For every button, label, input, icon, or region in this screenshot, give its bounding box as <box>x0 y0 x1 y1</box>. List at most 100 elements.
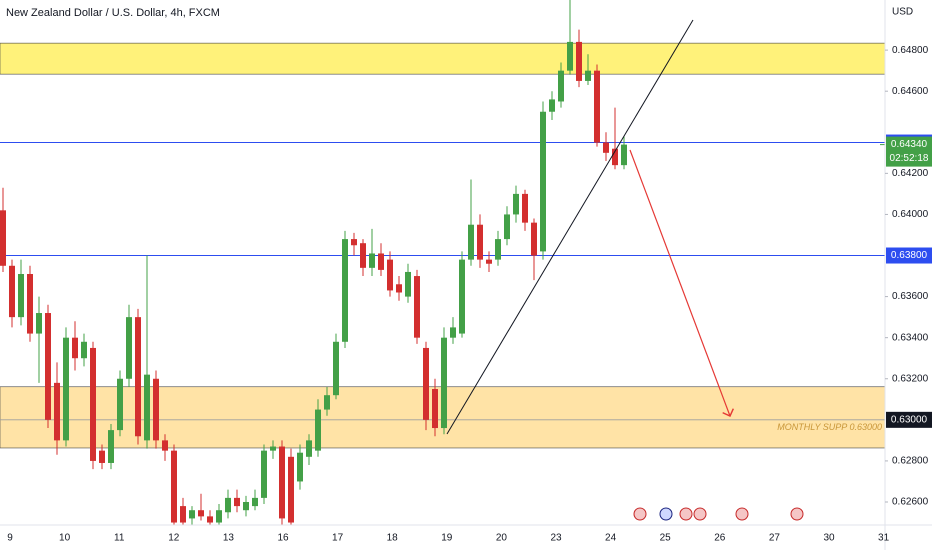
candle-body <box>243 501 249 511</box>
candle-body <box>261 450 267 498</box>
candle-body <box>450 327 456 338</box>
x-tick-label: 9 <box>7 533 13 544</box>
candle-body <box>495 239 501 260</box>
candle-body <box>99 450 105 463</box>
event-icon <box>633 507 647 521</box>
candle-body <box>414 276 420 338</box>
x-tick-label: 23 <box>550 533 562 544</box>
candle-body <box>216 510 222 523</box>
x-tick-label: 13 <box>223 533 235 544</box>
candle-body <box>54 382 60 441</box>
candle-body <box>522 193 528 223</box>
candle-body <box>360 243 366 268</box>
x-tick-label: 26 <box>714 533 726 544</box>
candle-body <box>144 374 150 441</box>
event-icon <box>735 507 749 521</box>
candle-body <box>432 389 438 429</box>
event-icon <box>659 507 673 521</box>
trend-line <box>446 19 694 435</box>
zone <box>0 42 885 75</box>
candle-body <box>126 317 132 379</box>
x-tick-label: 16 <box>277 533 289 544</box>
candle-body <box>549 99 555 112</box>
candle-body <box>459 259 465 334</box>
event-icons <box>633 507 804 521</box>
candle-body <box>108 430 114 463</box>
x-tick-label: 30 <box>823 533 835 544</box>
candle-body <box>558 70 564 102</box>
support-label-box <box>886 411 932 428</box>
candle-body <box>279 446 285 519</box>
candle-body <box>90 347 96 461</box>
candle-body <box>585 70 591 81</box>
candle-body <box>351 239 357 246</box>
candle-body <box>396 284 402 293</box>
x-tick-label: 24 <box>605 533 617 544</box>
candle-body <box>441 337 447 429</box>
x-tick-label: 17 <box>332 533 344 544</box>
candle-body <box>387 259 393 291</box>
last-price-label: 0.64340 <box>891 139 928 150</box>
candle-body <box>621 144 627 166</box>
candle-body <box>288 456 294 523</box>
candle-body <box>504 214 510 240</box>
support-label: 0.63000 <box>891 414 928 425</box>
support-text: MONTHLY SUPP 0.63000 <box>777 422 882 432</box>
countdown-label: 02:52:18 <box>890 153 929 164</box>
candle-body <box>36 313 42 334</box>
candle-body <box>18 274 24 318</box>
candle-body <box>153 378 159 441</box>
candle-body <box>270 446 276 451</box>
candle-body <box>117 378 123 431</box>
candle-body <box>297 452 303 482</box>
candle-body <box>531 222 537 256</box>
candle-body <box>342 239 348 342</box>
candle-body <box>180 506 186 523</box>
event-icon <box>693 507 707 521</box>
candle-body <box>594 70 600 143</box>
axes: 0.643500.638000.630000.648000.646000.642… <box>7 45 932 544</box>
candle-body <box>477 224 483 260</box>
x-tick-label: 19 <box>441 533 453 544</box>
candle-body <box>225 497 231 513</box>
candle-body <box>162 440 168 451</box>
candle-body <box>315 409 321 451</box>
y-tick-label: 0.64600 <box>892 86 929 97</box>
candles <box>0 0 627 525</box>
candle-body <box>189 510 195 519</box>
candle-body <box>603 142 609 153</box>
candle-body <box>369 253 375 268</box>
candle-body <box>486 259 492 264</box>
x-tick-label: 12 <box>168 533 180 544</box>
y-tick-label: 0.64200 <box>892 168 929 179</box>
chart-title: New Zealand Dollar / U.S. Dollar, 4h, FX… <box>6 7 220 19</box>
y-tick-label: 0.63400 <box>892 332 929 343</box>
candle-body <box>540 111 546 252</box>
candle-body <box>27 274 33 334</box>
event-icon <box>679 507 693 521</box>
candle-body <box>135 317 141 437</box>
x-tick-label: 25 <box>660 533 672 544</box>
candle-body <box>252 497 258 507</box>
x-tick-label: 18 <box>387 533 399 544</box>
candle-body <box>207 516 213 523</box>
y-tick-label: 0.62600 <box>892 497 929 508</box>
projection-arrow <box>629 149 730 416</box>
candle-body <box>45 313 51 420</box>
candle-body <box>63 337 69 441</box>
y-tick-label: 0.64800 <box>892 45 929 56</box>
candle-body <box>171 450 177 523</box>
level-label-box <box>886 247 932 264</box>
y-tick-label: 0.63200 <box>892 373 929 384</box>
candle-body <box>576 41 582 81</box>
candle-body <box>324 395 330 410</box>
level-label: 0.63800 <box>891 250 928 261</box>
x-tick-label: 10 <box>59 533 71 544</box>
candle-body <box>567 41 573 71</box>
candle-body <box>405 271 411 297</box>
candle-body <box>423 347 429 420</box>
candle-body <box>234 497 240 507</box>
candle-body <box>0 210 6 266</box>
